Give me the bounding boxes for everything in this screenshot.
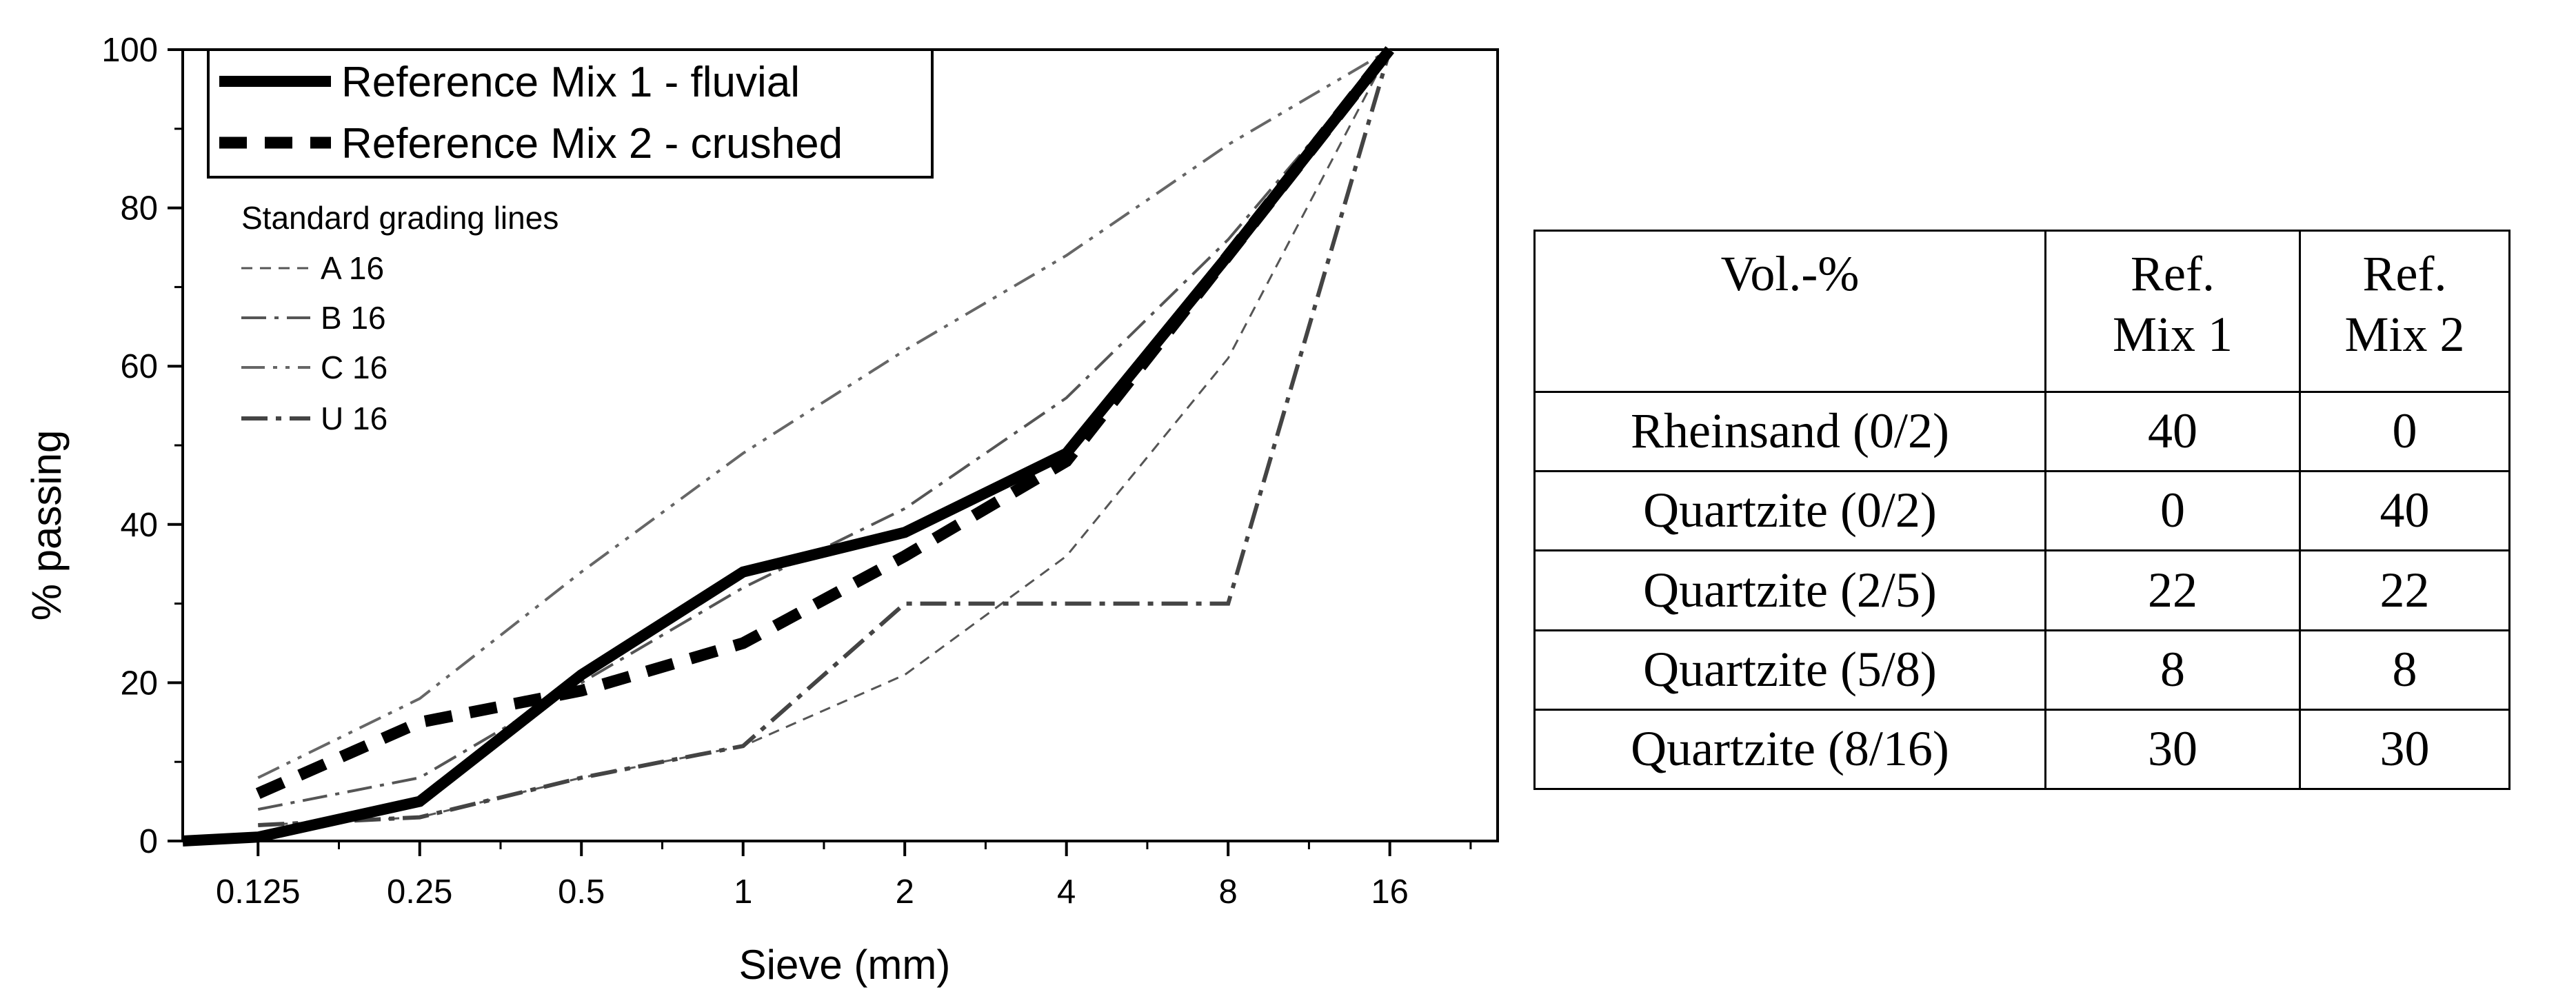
x-tick-label: 8 xyxy=(1219,873,1238,911)
y-tick-label: 100 xyxy=(101,32,158,69)
legend-group-title: Standard grading lines xyxy=(241,200,559,236)
legend: Reference Mix 1 - fluvial Reference Mix 2… xyxy=(207,48,934,436)
series-line-a-16 xyxy=(258,49,1391,827)
legend-box xyxy=(207,48,934,179)
x-tick-label: 4 xyxy=(1057,873,1076,911)
grading-curve-chart: 0.125 0.25 0.5 1 2 4 8 16 0 20 40 60 80 100 Sieve (mm… xyxy=(23,32,1499,988)
tick-labels: 0.125 0.25 0.5 1 2 4 8 16 0 20 40 60 80 100 xyxy=(101,32,1409,911)
legend-label: A 16 xyxy=(321,250,384,286)
x-axis-title: Sieve (mm) xyxy=(739,942,951,988)
series-line-c-16 xyxy=(257,48,1391,779)
table-header-row: Vol.-% Ref. Mix 1 Ref. Mix 2 xyxy=(1533,230,2510,393)
y-axis-title: % passing xyxy=(23,430,70,621)
table-row: Rheinsand (0/2) 40 0 xyxy=(1533,390,2510,473)
x-tick-label: 0.25 xyxy=(387,873,452,911)
legend-label: B 16 xyxy=(321,300,386,336)
mix1-cell: 22 xyxy=(2044,549,2301,631)
material-cell: Rheinsand (0/2) xyxy=(1533,390,2046,473)
tick-marks xyxy=(168,48,1472,856)
header-ref-mix-1: Ref. Mix 1 xyxy=(2044,230,2301,393)
x-tick-label: 0.5 xyxy=(558,873,605,911)
material-cell: Quartzite (2/5) xyxy=(1533,549,2046,631)
mix2-cell: 30 xyxy=(2299,708,2510,791)
header-text-line2: Mix 2 xyxy=(2344,306,2465,362)
y-tick-label: 60 xyxy=(120,348,158,385)
y-tick-label: 80 xyxy=(120,190,158,227)
header-text-line1: Ref. xyxy=(2131,246,2215,301)
table-row: Quartzite (2/5) 22 22 xyxy=(1533,549,2510,631)
material-cell: Quartzite (8/16) xyxy=(1533,708,2046,791)
y-tick-label: 20 xyxy=(120,665,158,702)
mix1-cell: 8 xyxy=(2044,629,2301,711)
legend-label: U 16 xyxy=(321,401,388,436)
series-line-reference-mix-1-fluvial xyxy=(182,46,1394,847)
table-row: Quartzite (5/8) 8 8 xyxy=(1533,629,2510,711)
x-tick-label: 0.125 xyxy=(216,873,301,911)
y-tick-label: 0 xyxy=(139,823,158,860)
legend-label: C 16 xyxy=(321,349,388,385)
table-row: Quartzite (8/16) 30 30 xyxy=(1533,708,2510,791)
header-vol-percent: Vol.-% xyxy=(1533,230,2046,393)
mix2-cell: 8 xyxy=(2299,629,2510,711)
series-lines xyxy=(182,45,1395,847)
series-line-u-16 xyxy=(258,49,1392,827)
x-tick-label: 1 xyxy=(734,873,752,911)
mix2-cell: 40 xyxy=(2299,470,2510,552)
x-tick-label: 16 xyxy=(1371,873,1409,911)
series-line-b-16 xyxy=(257,48,1391,811)
header-text-line1: Ref. xyxy=(2362,246,2447,301)
y-tick-label: 40 xyxy=(120,507,158,544)
mix2-cell: 22 xyxy=(2299,549,2510,631)
x-tick-label: 2 xyxy=(896,873,914,911)
mix1-cell: 40 xyxy=(2044,390,2301,473)
table-row: Quartzite (0/2) 0 40 xyxy=(1533,470,2510,552)
header-ref-mix-2: Ref. Mix 2 xyxy=(2299,230,2510,393)
header-text: Vol.-% xyxy=(1720,246,1860,301)
mix1-cell: 0 xyxy=(2044,470,2301,552)
mix2-cell: 0 xyxy=(2299,390,2510,473)
legend-label: Reference Mix 1 - fluvial xyxy=(341,59,800,106)
legend-label: Reference Mix 2 - crushed xyxy=(341,120,843,168)
mix1-cell: 30 xyxy=(2044,708,2301,791)
material-cell: Quartzite (0/2) xyxy=(1533,470,2046,552)
header-text-line2: Mix 1 xyxy=(2112,306,2233,362)
mix-composition-table: Vol.-% Ref. Mix 1 Ref. Mix 2 Rheinsand (… xyxy=(1533,230,2510,791)
material-cell: Quartzite (5/8) xyxy=(1533,629,2046,711)
